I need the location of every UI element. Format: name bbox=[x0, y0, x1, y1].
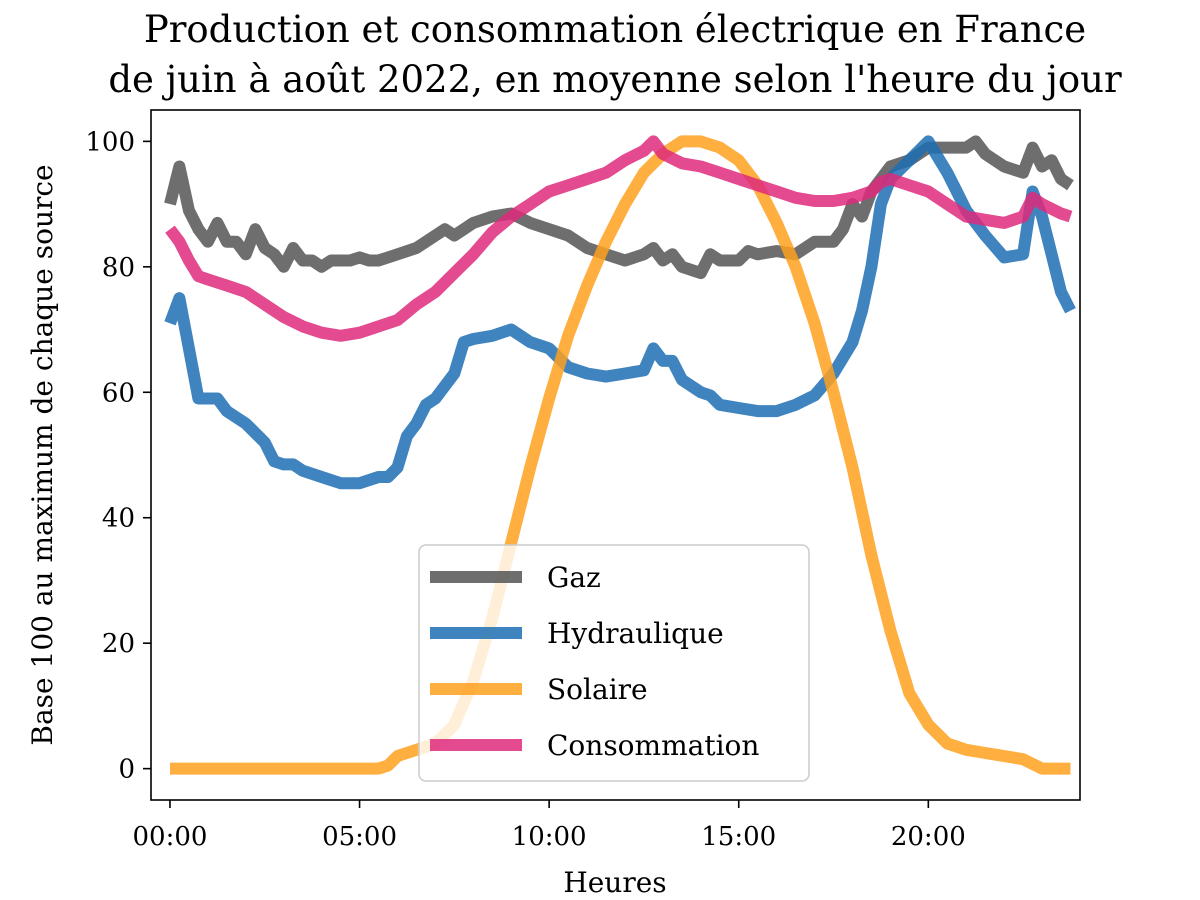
x-axis: 00:00 05:00 10:00 15:00 20:00 bbox=[132, 800, 966, 852]
legend-label-hydraulique: Hydraulique bbox=[547, 617, 724, 650]
x-tick-label-3: 15:00 bbox=[701, 822, 776, 852]
x-tick-label-2: 10:00 bbox=[512, 822, 587, 852]
x-tick-label-1: 05:00 bbox=[322, 822, 397, 852]
x-tick-label-4: 20:00 bbox=[891, 822, 966, 852]
legend-label-consommation: Consommation bbox=[547, 729, 759, 762]
y-tick-label-2: 40 bbox=[102, 504, 135, 534]
legend-label-gaz: Gaz bbox=[547, 561, 601, 594]
series-line-hydraulique bbox=[164, 135, 1076, 490]
plot-frame bbox=[150, 109, 1081, 801]
legend-box bbox=[418, 544, 810, 782]
y-tick-label-3: 60 bbox=[102, 378, 135, 408]
y-tick-label-5: 100 bbox=[85, 127, 135, 157]
y-axis-label: Base 100 au maximum de chaque source bbox=[26, 164, 59, 745]
y-tick-label-4: 80 bbox=[102, 253, 135, 283]
x-tick-label-0: 00:00 bbox=[132, 822, 207, 852]
y-tick-label-1: 20 bbox=[102, 629, 135, 659]
legend: Gaz Hydraulique Solaire Consommation bbox=[418, 544, 810, 782]
chart-title-line-1: Production et consommation électrique en… bbox=[144, 8, 1086, 51]
x-axis-label: Heures bbox=[563, 866, 666, 899]
legend-label-solaire: Solaire bbox=[547, 673, 648, 706]
y-axis: 0 20 40 60 80 100 bbox=[85, 127, 151, 785]
series-line-consommation bbox=[165, 135, 1073, 342]
chart-title-line-2: de juin à août 2022, en moyenne selon l'… bbox=[108, 58, 1122, 101]
y-tick-label-0: 0 bbox=[118, 755, 135, 785]
